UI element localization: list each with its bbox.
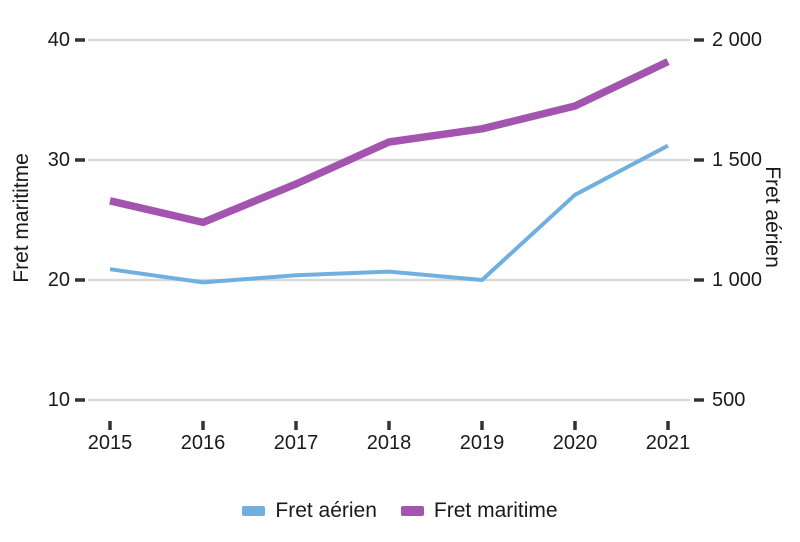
- x-axis-tick-label: 2019: [459, 432, 505, 454]
- legend-label-fret-maritime: Fret maritime: [433, 499, 558, 522]
- left-axis-tick-label: 20: [47, 269, 70, 291]
- left-axis-tick-label: 40: [47, 29, 70, 51]
- right-axis-tick-label: 2 000: [712, 29, 763, 51]
- x-axis-tick-label: 2017: [273, 432, 319, 454]
- right-axis-tick-label: 1 500: [712, 149, 763, 171]
- left-axis-tick-label: 10: [47, 389, 70, 411]
- right-axis-tick-label: 1 000: [712, 269, 763, 291]
- x-axis-tick-label: 2021: [645, 432, 691, 454]
- legend-item-fret-maritime: Fret maritime: [400, 499, 558, 523]
- series-line-fret-aérien: [109, 143, 669, 285]
- x-axis-tick-label: 2020: [552, 432, 598, 454]
- legend-swatch-fret-maritime: [400, 506, 424, 516]
- legend-swatch-fret-aerien: [242, 506, 266, 516]
- right-axis-tick-label: 500: [712, 389, 746, 411]
- x-axis-tick-label: 2018: [366, 432, 412, 454]
- x-axis-tick-label: 2016: [180, 432, 226, 454]
- legend-item-fret-aerien: Fret aérien: [242, 499, 377, 523]
- series-line-fret-maritime: [109, 58, 670, 227]
- left-axis-tick-label: 30: [47, 149, 70, 171]
- x-axis-tick-label: 2015: [87, 432, 133, 454]
- legend: Fret aérien Fret maritime: [0, 495, 800, 527]
- legend-label-fret-aerien: Fret aérien: [275, 499, 377, 522]
